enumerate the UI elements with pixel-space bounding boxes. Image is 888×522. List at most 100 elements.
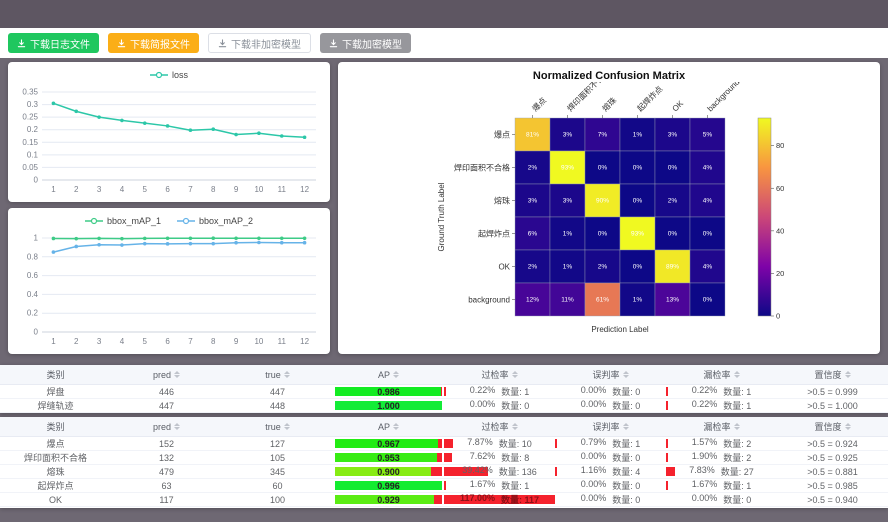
rate-pct: 0.00% bbox=[691, 493, 718, 503]
svg-text:12%: 12% bbox=[526, 297, 539, 304]
sort-caret[interactable] bbox=[511, 371, 518, 378]
rate-count: 数量: 1 bbox=[612, 439, 641, 449]
svg-text:6: 6 bbox=[165, 337, 170, 346]
col-overkill-rate-header[interactable]: 过检率 bbox=[444, 365, 555, 384]
svg-text:7: 7 bbox=[188, 337, 193, 346]
rate-count: 数量: 1 bbox=[501, 481, 530, 491]
header-label: true bbox=[265, 369, 281, 380]
sort-caret[interactable] bbox=[174, 371, 180, 378]
cell-pred: 132 bbox=[158, 452, 175, 463]
svg-text:0%: 0% bbox=[633, 165, 643, 172]
col-category-header: 类别 bbox=[0, 365, 111, 384]
legend-item-loss[interactable]: loss bbox=[149, 70, 188, 80]
col-misjudge-rate-header[interactable]: 误判率 bbox=[555, 417, 666, 436]
sort-caret[interactable] bbox=[174, 423, 180, 430]
svg-text:0.8: 0.8 bbox=[27, 252, 39, 261]
ap-bar-track bbox=[335, 387, 442, 396]
svg-text:起焊炸点: 起焊炸点 bbox=[478, 229, 510, 239]
col-ap-header[interactable]: AP bbox=[333, 417, 444, 436]
col-category-header: 类别 bbox=[0, 417, 111, 436]
svg-text:熔珠: 熔珠 bbox=[494, 196, 510, 206]
rate-count: 数量: 1 bbox=[723, 401, 752, 411]
svg-text:0%: 0% bbox=[668, 231, 678, 238]
table-header: 类别 pred true AP 过检率 误判率 漏检率 置信度 bbox=[0, 365, 888, 385]
sort-caret[interactable] bbox=[844, 371, 851, 378]
svg-text:background: background bbox=[468, 296, 510, 305]
sort-caret[interactable] bbox=[844, 423, 851, 430]
svg-text:0%: 0% bbox=[598, 231, 608, 238]
table-header: 类别 pred true AP 过检率 误判率 漏检率 置信度 bbox=[0, 417, 888, 437]
svg-text:3%: 3% bbox=[563, 132, 573, 139]
rate-count: 数量: 8 bbox=[501, 453, 530, 463]
header-label: 漏检率 bbox=[703, 370, 731, 380]
col-confidence-header[interactable]: 置信度 bbox=[777, 365, 888, 384]
svg-text:89%: 89% bbox=[666, 264, 679, 271]
svg-text:6: 6 bbox=[165, 185, 170, 194]
download-plain-model-button[interactable]: 下载非加密模型 bbox=[208, 33, 311, 53]
cell-category: OK bbox=[48, 494, 62, 505]
col-miss-rate-header[interactable]: 漏检率 bbox=[666, 417, 777, 436]
legend-label: loss bbox=[171, 70, 188, 80]
download-plain-model-label: 下载非加密模型 bbox=[231, 39, 301, 51]
legend-item-bbox_mAP_2[interactable]: bbox_mAP_2 bbox=[177, 216, 253, 226]
sort-caret[interactable] bbox=[393, 371, 399, 378]
svg-text:2: 2 bbox=[74, 185, 79, 194]
col-overkill-rate-header[interactable]: 过检率 bbox=[444, 417, 555, 436]
sort-caret[interactable] bbox=[283, 371, 290, 378]
sort-caret[interactable] bbox=[283, 423, 290, 430]
loss-chart: 00.050.10.150.20.250.30.351 2 3 4 5 6 7 8 9 10 11 1… bbox=[22, 88, 316, 194]
sort-asc-icon bbox=[622, 371, 629, 374]
sort-caret[interactable] bbox=[733, 423, 740, 430]
summary-table-1: 类别 pred true AP 过检率 误判率 漏检率 置信度 焊盘 446 447 0.986 0.2… bbox=[0, 365, 888, 413]
ap-bar bbox=[335, 467, 432, 476]
top-bar bbox=[0, 0, 888, 28]
sort-caret[interactable] bbox=[622, 423, 629, 430]
sort-desc-icon bbox=[511, 427, 518, 430]
header-label: 误判率 bbox=[592, 370, 620, 380]
sort-asc-icon bbox=[511, 423, 518, 426]
sort-caret[interactable] bbox=[622, 371, 629, 378]
sort-caret[interactable] bbox=[393, 423, 399, 430]
col-pred-header[interactable]: pred bbox=[111, 365, 222, 384]
rate-count: 数量: 0 bbox=[612, 401, 641, 411]
header-label: 类别 bbox=[46, 370, 65, 380]
col-true-header[interactable]: true bbox=[222, 417, 333, 436]
download-report-button[interactable]: 下载简报文件 bbox=[108, 33, 199, 53]
sort-desc-icon bbox=[393, 427, 399, 430]
svg-text:7%: 7% bbox=[598, 132, 608, 139]
cell-overkill-rate: 0.00% 数量: 0 bbox=[444, 399, 555, 412]
confusion-matrix: 81% 3% 7% 1% 3% 5% 2% 93% 0% 0% 0% 4% 3% 3% 90% 0% 2% 4% 6… bbox=[437, 82, 784, 334]
col-ap-header[interactable]: AP bbox=[333, 365, 444, 384]
svg-text:OK: OK bbox=[671, 98, 686, 113]
sort-caret[interactable] bbox=[511, 423, 518, 430]
svg-text:12: 12 bbox=[300, 337, 309, 346]
col-pred-header[interactable]: pred bbox=[111, 417, 222, 436]
download-log-button[interactable]: 下载日志文件 bbox=[8, 33, 99, 53]
download-encrypted-model-button[interactable]: 下载加密模型 bbox=[320, 33, 411, 53]
cell-misjudge-rate: 0.00% 数量: 0 bbox=[555, 399, 666, 412]
svg-text:90%: 90% bbox=[596, 198, 609, 205]
misjudge-rate-text: 0.00% 数量: 0 bbox=[581, 385, 641, 398]
sort-caret[interactable] bbox=[733, 371, 740, 378]
col-miss-rate-header[interactable]: 漏检率 bbox=[666, 365, 777, 384]
col-misjudge-rate-header[interactable]: 误判率 bbox=[555, 365, 666, 384]
svg-text:40: 40 bbox=[776, 226, 784, 235]
ap-bar bbox=[335, 401, 442, 410]
svg-text:0%: 0% bbox=[668, 165, 678, 172]
confusion-matrix-title: Normalized Confusion Matrix bbox=[532, 70, 686, 82]
overkill-rate-bar bbox=[444, 439, 453, 448]
svg-text:0.35: 0.35 bbox=[22, 88, 38, 97]
legend-item-bbox_mAP_1[interactable]: bbox_mAP_1 bbox=[84, 216, 161, 226]
header-label: 误判率 bbox=[592, 422, 620, 432]
overkill-rate-bar bbox=[444, 481, 446, 490]
cell-miss-rate: 1.67% 数量: 1 bbox=[666, 479, 777, 492]
svg-text:熔珠: 熔珠 bbox=[600, 95, 618, 113]
ap-bar bbox=[335, 453, 437, 462]
col-confidence-header[interactable]: 置信度 bbox=[777, 417, 888, 436]
col-true-header[interactable]: true bbox=[222, 365, 333, 384]
rate-count: 数量: 0 bbox=[612, 453, 641, 463]
rate-pct: 7.83% bbox=[689, 465, 715, 475]
miss-rate-text: 1.67% 数量: 1 bbox=[692, 479, 752, 492]
download-icon bbox=[17, 38, 26, 47]
miss-rate-text: 1.90% 数量: 2 bbox=[692, 451, 752, 464]
